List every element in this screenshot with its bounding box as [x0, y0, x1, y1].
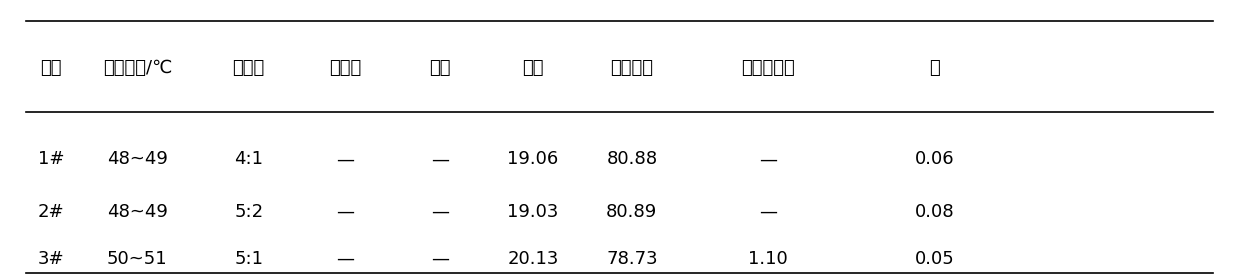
Text: 0.08: 0.08 — [914, 203, 954, 221]
Text: 1#: 1# — [37, 150, 64, 168]
Text: 3#: 3# — [37, 250, 64, 268]
Text: 采出温度/℃: 采出温度/℃ — [103, 59, 172, 77]
Text: 水: 水 — [929, 59, 940, 77]
Text: 19.03: 19.03 — [507, 203, 559, 221]
Text: —: — — [336, 250, 354, 268]
Text: 半缩醛: 半缩醛 — [328, 59, 362, 77]
Text: 78.73: 78.73 — [606, 250, 658, 268]
Text: 甲醛: 甲醛 — [430, 59, 451, 77]
Text: —: — — [758, 203, 777, 221]
Text: —: — — [431, 203, 450, 221]
Text: 5:1: 5:1 — [234, 250, 263, 268]
Text: 4:1: 4:1 — [234, 150, 263, 168]
Text: 48~49: 48~49 — [107, 150, 167, 168]
Text: 20.13: 20.13 — [507, 250, 559, 268]
Text: 丙烯酸甲酯: 丙烯酸甲酯 — [741, 59, 794, 77]
Text: 19.06: 19.06 — [507, 150, 559, 168]
Text: 50~51: 50~51 — [107, 250, 167, 268]
Text: 0.05: 0.05 — [914, 250, 954, 268]
Text: 醋酸甲酯: 醋酸甲酯 — [611, 59, 653, 77]
Text: 回流比: 回流比 — [233, 59, 265, 77]
Text: —: — — [431, 250, 450, 268]
Text: 1.10: 1.10 — [748, 250, 788, 268]
Text: 甲醇: 甲醇 — [522, 59, 544, 77]
Text: —: — — [336, 150, 354, 168]
Text: 0.06: 0.06 — [914, 150, 954, 168]
Text: 80.88: 80.88 — [606, 150, 658, 168]
Text: 2#: 2# — [37, 203, 64, 221]
Text: 5:2: 5:2 — [234, 203, 263, 221]
Text: —: — — [431, 150, 450, 168]
Text: —: — — [336, 203, 354, 221]
Text: 物料: 物料 — [40, 59, 62, 77]
Text: 80.89: 80.89 — [606, 203, 658, 221]
Text: 48~49: 48~49 — [107, 203, 167, 221]
Text: —: — — [758, 150, 777, 168]
